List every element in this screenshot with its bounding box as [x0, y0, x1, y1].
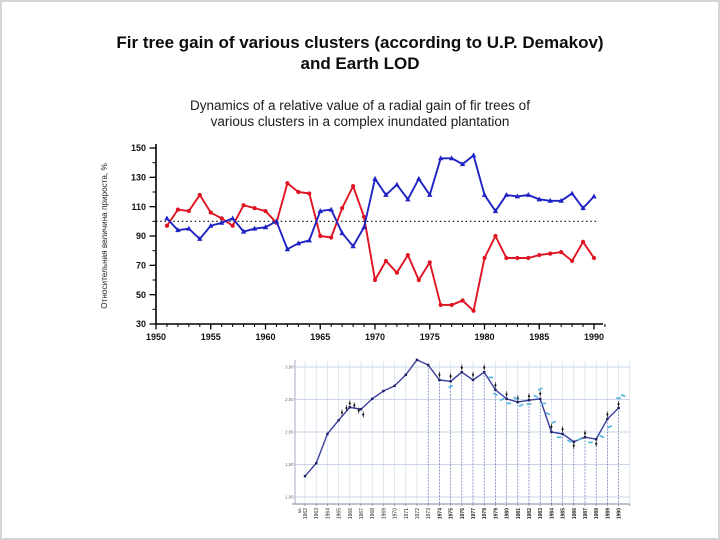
svg-text:1981: 1981 [516, 508, 522, 519]
svg-text:1969: 1969 [381, 508, 387, 519]
svg-text:1988: 1988 [594, 508, 600, 519]
svg-text:1982: 1982 [527, 508, 533, 519]
svg-text:Относительная величина прирост: Относительная величина прироста, % [100, 163, 109, 309]
svg-text:1972: 1972 [415, 508, 421, 519]
chart-subtitle-line1: Dynamics of a relative value of a radial… [190, 98, 530, 113]
svg-text:1984: 1984 [549, 508, 555, 519]
svg-text:1965: 1965 [310, 332, 330, 342]
chart-subtitle-line2: various clusters in a complex inundated … [210, 114, 510, 129]
svg-text:1974: 1974 [437, 508, 443, 519]
svg-text:30: 30 [136, 319, 146, 329]
svg-text:1,50: 1,50 [285, 462, 294, 467]
svg-text:90: 90 [136, 231, 146, 241]
svg-text:1963: 1963 [314, 508, 320, 519]
svg-text:1987: 1987 [583, 508, 589, 519]
svg-text:1979: 1979 [493, 508, 499, 519]
svg-text:1,00: 1,00 [285, 495, 294, 500]
svg-text:1989: 1989 [605, 508, 611, 519]
slide-title: Fir tree gain of various clusters (accor… [2, 32, 718, 74]
svg-text:1965: 1965 [337, 508, 343, 519]
svg-text:110: 110 [131, 202, 146, 212]
svg-text:150: 150 [131, 143, 146, 153]
svg-text:1977: 1977 [471, 508, 477, 519]
svg-text:1966: 1966 [348, 508, 354, 519]
svg-text:1975: 1975 [449, 508, 455, 519]
svg-text:1955: 1955 [201, 332, 221, 342]
svg-text:1970: 1970 [365, 332, 385, 342]
svg-text:1950: 1950 [146, 332, 166, 342]
svg-text:мс: мс [297, 508, 302, 513]
svg-text:1960: 1960 [255, 332, 275, 342]
svg-text:3,00: 3,00 [285, 365, 294, 370]
svg-text:1986: 1986 [572, 508, 578, 519]
chart-subtitle: Dynamics of a relative value of a radial… [2, 98, 718, 130]
svg-text:70: 70 [136, 261, 146, 271]
svg-text:1985: 1985 [561, 508, 567, 519]
fir-gain-chart: 30 50 70 90 110 130 150 1950 1955 1960 1965 1970 197… [100, 143, 606, 342]
svg-text:1968: 1968 [370, 508, 376, 519]
svg-text:1980: 1980 [505, 508, 511, 519]
svg-text:1976: 1976 [460, 508, 466, 519]
svg-text:1985: 1985 [529, 332, 549, 342]
svg-text:1973: 1973 [426, 508, 432, 519]
svg-text:1971: 1971 [404, 508, 410, 519]
svg-text:50: 50 [136, 290, 146, 300]
earth-lod-chart: 3,00 2,50 2,00 1,50 1,00 мс 1962 1963 1964 1965 19… [285, 358, 631, 519]
svg-text:1967: 1967 [359, 508, 365, 519]
svg-text:1978: 1978 [482, 508, 488, 519]
svg-text:1964: 1964 [325, 508, 331, 519]
svg-text:1962: 1962 [303, 508, 309, 519]
svg-text:1983: 1983 [538, 508, 544, 519]
svg-text:1990: 1990 [617, 508, 623, 519]
svg-text:2,50: 2,50 [285, 397, 294, 402]
svg-text:130: 130 [131, 173, 146, 183]
slide-title-line1: Fir tree gain of various clusters (accor… [116, 33, 604, 52]
svg-text:1975: 1975 [420, 332, 440, 342]
svg-text:2,00: 2,00 [285, 430, 294, 435]
slide-title-line2: and Earth LOD [300, 54, 420, 73]
svg-text:1970: 1970 [393, 508, 399, 519]
svg-text:1990: 1990 [584, 332, 604, 342]
svg-text:1980: 1980 [474, 332, 494, 342]
